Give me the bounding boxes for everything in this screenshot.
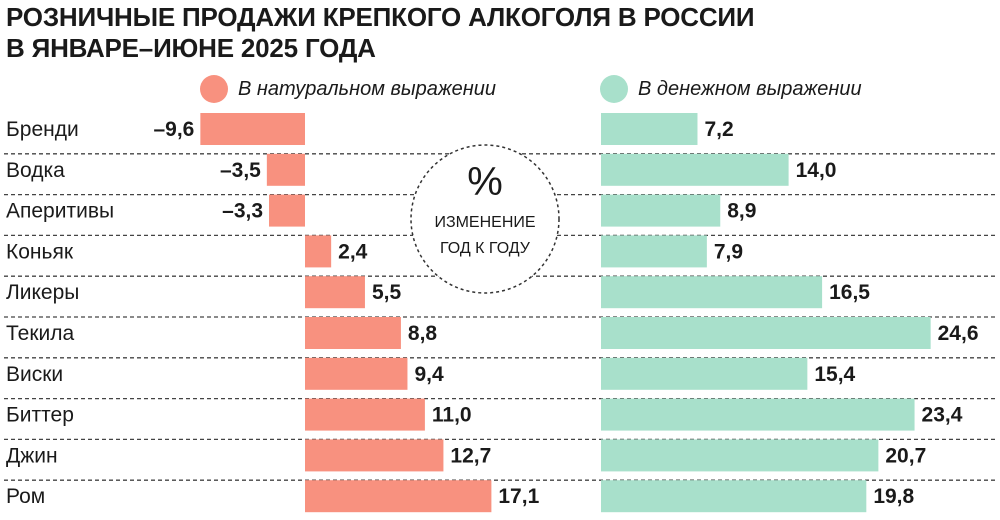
natural-bar: [305, 480, 492, 513]
money-value-label: 20,7: [885, 444, 926, 467]
natural-value-label: 11,0: [432, 404, 472, 427]
category-label: Водка: [6, 159, 65, 182]
money-value-label: 7,9: [714, 240, 743, 263]
money-bar: [601, 276, 823, 309]
category-label: Виски: [6, 363, 63, 386]
money-bar: [601, 194, 721, 227]
money-bar: [601, 235, 707, 268]
natural-bar: [305, 276, 365, 309]
natural-value-label: –3,3: [222, 200, 263, 223]
money-value-label: 23,4: [922, 404, 963, 427]
category-label: Аперитивы: [6, 200, 114, 223]
circle-text-line-1: ИЗМЕНЕНИЕ: [434, 214, 535, 231]
natural-value-label: –9,6: [153, 118, 194, 141]
money-bar: [601, 113, 698, 145]
legend-natural-label: В натуральном выражении: [238, 77, 496, 100]
natural-bar: [305, 439, 444, 472]
percent-sign: %: [467, 160, 503, 204]
natural-bar: [200, 113, 305, 145]
natural-bar: [305, 398, 425, 431]
money-value-label: 14,0: [796, 159, 837, 182]
natural-bar: [305, 317, 401, 349]
money-value-label: 7,2: [704, 118, 733, 141]
legend-money-swatch: [600, 75, 628, 103]
legend-natural: В натуральном выражении: [200, 74, 496, 104]
legend-money-label: В денежном выражении: [638, 77, 862, 100]
money-value-label: 24,6: [938, 322, 979, 345]
natural-value-label: 9,4: [414, 363, 444, 386]
chart-title-line-2: В ЯНВАРЕ–ИЮНЕ 2025 ГОДА: [6, 33, 376, 63]
natural-value-label: 12,7: [450, 444, 491, 467]
money-bar: [601, 317, 931, 349]
money-bar: [601, 357, 808, 390]
money-value-label: 15,4: [814, 363, 855, 386]
natural-value-label: 2,4: [338, 240, 368, 263]
natural-value-label: 17,1: [498, 485, 539, 508]
natural-value-label: –3,5: [220, 159, 261, 182]
change-circle: [410, 144, 560, 294]
category-label: Ром: [6, 485, 45, 508]
category-label: Бренди: [6, 118, 79, 141]
category-label: Коньяк: [6, 240, 74, 263]
circle-text-line-2: ГОД К ГОДУ: [440, 240, 531, 257]
chart-title: РОЗНИЧНЫЕ ПРОДАЖИ КРЕПКОГО АЛКОГОЛЯ В РО…: [6, 2, 755, 64]
category-label: Текила: [6, 322, 74, 345]
money-value-label: 8,9: [727, 200, 756, 223]
natural-bar: [266, 153, 305, 186]
category-label: Джин: [6, 444, 58, 467]
legend-money: В денежном выражении: [600, 74, 862, 104]
legend-natural-swatch: [200, 75, 228, 103]
natural-value-label: 5,5: [372, 281, 402, 304]
chart-title-line-1: РОЗНИЧНЫЕ ПРОДАЖИ КРЕПКОГО АЛКОГОЛЯ В РО…: [6, 2, 755, 32]
money-value-label: 19,8: [873, 485, 914, 508]
natural-bar: [305, 357, 408, 390]
money-bar: [601, 480, 867, 513]
category-label: Биттер: [6, 404, 74, 427]
money-value-label: 16,5: [829, 281, 870, 304]
category-label: Ликеры: [6, 281, 79, 304]
money-bar: [601, 153, 789, 186]
natural-bar: [305, 235, 332, 268]
money-bar: [601, 439, 879, 472]
natural-bar: [269, 194, 305, 227]
natural-value-label: 8,8: [408, 322, 438, 345]
money-bar: [601, 398, 915, 431]
